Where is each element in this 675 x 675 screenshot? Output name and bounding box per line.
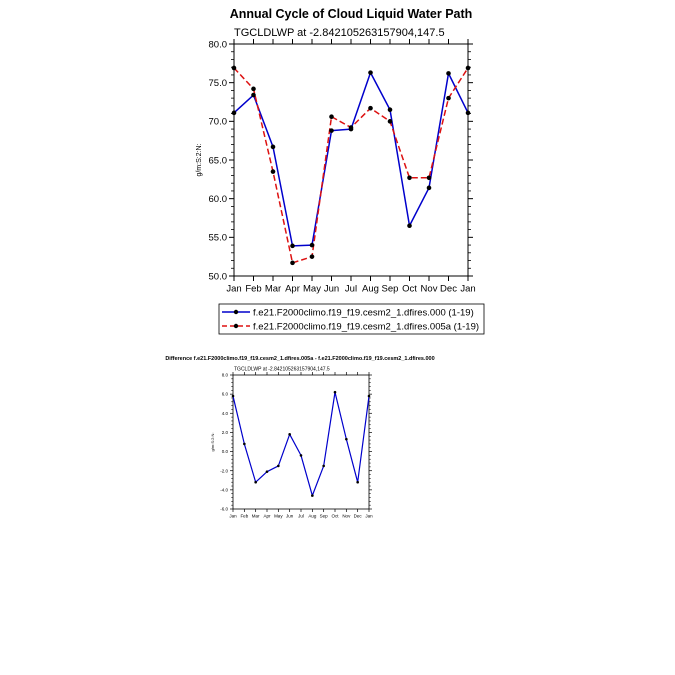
series-0-point <box>311 494 314 497</box>
y-tick-label: 65.0 <box>209 155 228 166</box>
x-tick-label: Mar <box>265 284 281 295</box>
series-1-point <box>348 125 354 130</box>
series-1-point <box>231 65 237 71</box>
legend-marker-fires <box>233 323 239 329</box>
y-tick-label: 0.0 <box>222 449 229 454</box>
x-tick-label: Jan <box>229 514 237 519</box>
x-tick-label: Jun <box>286 514 294 519</box>
x-tick-label: May <box>303 284 321 295</box>
x-tick-label: Jul <box>345 284 357 295</box>
y-tick-label: 4.0 <box>222 411 229 416</box>
y-tick-label: 55.0 <box>209 233 228 244</box>
x-tick-label: Sep <box>382 284 399 295</box>
legend-box <box>218 303 485 335</box>
series-0-point <box>254 480 257 484</box>
plot-frame <box>233 43 469 277</box>
series-0-point <box>367 394 371 398</box>
x-tick-label: Aug <box>362 284 379 295</box>
y-tick-label: 2.0 <box>222 430 229 435</box>
x-tick-label: Apr <box>285 284 300 295</box>
series-0-point <box>243 442 246 446</box>
series-0-point <box>277 464 280 468</box>
x-tick-label: Jan <box>460 284 475 295</box>
difference-subtitle: TGCLDLWP at -2.842105263157904,147.5 <box>234 367 330 373</box>
series-0-point <box>290 243 295 249</box>
x-tick-label: Aug <box>308 514 317 519</box>
legend-entry-fires: f.e21.F2000climo.f19_f19.cesm2_1.dfires.… <box>222 322 479 333</box>
difference-plot-frame <box>232 374 370 510</box>
series-0-point <box>407 223 412 229</box>
series-1-point <box>446 95 451 101</box>
x-tick-label: Jun <box>324 284 339 295</box>
legend-marker-control <box>233 309 239 315</box>
series-0-point <box>387 107 393 113</box>
chart-subtitle: TGCLDLWP at -2.842105263157904,147.5 <box>234 27 445 39</box>
legend-label-control: f.e21.F2000climo.f19_f19.cesm2_1.dfires.… <box>253 308 474 319</box>
annual-cycle-panel: Annual Cycle of Cloud Liquid Water Path … <box>196 7 485 335</box>
y-tick-label: 6.0 <box>222 392 229 397</box>
x-tick-label: Jan <box>226 284 241 295</box>
difference-y-axis-label: g/m:S:2:N: <box>210 433 215 452</box>
series-1-point <box>465 65 471 71</box>
x-tick-label: Feb <box>245 284 261 295</box>
difference-title: Difference f.e21.F2000climo.f19_f19.cesm… <box>165 356 434 362</box>
series-1-point <box>290 260 295 266</box>
series-0-point <box>231 394 235 398</box>
series-1-point <box>426 175 432 181</box>
y-tick-label: 75.0 <box>209 78 228 89</box>
x-tick-label: May <box>274 514 283 519</box>
series-line-0 <box>232 391 370 497</box>
x-tick-label: Mar <box>252 514 260 519</box>
series-0-point <box>329 128 334 133</box>
x-tick-label: Oct <box>402 284 417 295</box>
x-tick-label: Jan <box>365 514 373 519</box>
y-tick-label: 50.0 <box>209 271 228 282</box>
series-0-point <box>270 144 276 150</box>
y-tick-label: 80.0 <box>209 39 228 50</box>
x-tick-label: Sep <box>320 514 329 519</box>
y-tick-label: 8.0 <box>222 373 229 378</box>
series-1-point <box>270 169 276 174</box>
x-tick-label: Jul <box>298 514 304 519</box>
chart-title: Annual Cycle of Cloud Liquid Water Path <box>230 7 473 21</box>
y-axis-label: g/m:S:2:N: <box>196 143 203 176</box>
x-tick-label: Nov <box>421 284 438 295</box>
series-1-point <box>407 175 412 181</box>
series-0-point <box>446 71 451 76</box>
series-1-point <box>387 119 393 124</box>
series-0-point <box>231 110 237 116</box>
series-1-point <box>329 114 334 119</box>
legend-label-fires: f.e21.F2000climo.f19_f19.cesm2_1.dfires.… <box>253 322 479 333</box>
series-0-point <box>251 92 256 98</box>
x-tick-label: Nov <box>342 514 351 519</box>
y-tick-label: -4.0 <box>220 487 228 492</box>
series-0-point <box>333 390 337 394</box>
series-1-point <box>251 86 256 92</box>
legend-entry-control: f.e21.F2000climo.f19_f19.cesm2_1.dfires.… <box>222 308 474 319</box>
series-0-point <box>465 110 471 116</box>
x-tick-label: Apr <box>263 514 271 519</box>
x-tick-label: Feb <box>240 514 248 519</box>
series-0-point <box>356 480 359 484</box>
y-tick-label: -2.0 <box>220 468 228 473</box>
x-tick-label: Dec <box>354 514 363 519</box>
series-0-point <box>368 70 373 75</box>
series-0-point <box>426 185 432 191</box>
series-0-point <box>265 470 269 473</box>
difference-panel: Difference f.e21.F2000climo.f19_f19.cesm… <box>165 356 434 519</box>
y-tick-label: -6.0 <box>220 507 228 512</box>
y-tick-label: 60.0 <box>209 194 228 205</box>
series-0-point <box>299 454 303 457</box>
series-0-point <box>288 433 291 436</box>
y-tick-label: 70.0 <box>209 117 228 128</box>
series-0-point <box>309 242 315 248</box>
series-1-point <box>309 254 315 259</box>
series-0-point <box>345 437 348 441</box>
series-1-point <box>368 105 373 111</box>
series-0-point <box>322 464 325 468</box>
x-tick-label: Dec <box>440 284 457 295</box>
x-tick-label: Oct <box>331 514 339 519</box>
